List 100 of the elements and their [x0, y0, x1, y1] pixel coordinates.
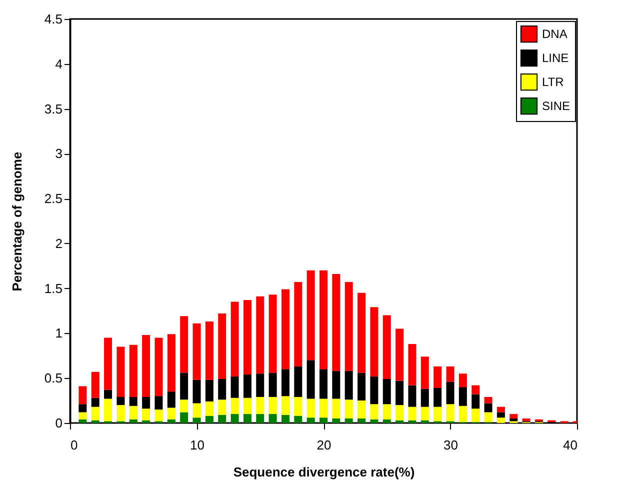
- bar: [320, 418, 328, 423]
- bar: [434, 366, 442, 388]
- bar: [510, 414, 518, 419]
- y-axis-title: Percentage of genome: [9, 152, 24, 292]
- y-tick-label: 1: [55, 326, 62, 341]
- bar: [180, 316, 188, 373]
- bar: [332, 398, 340, 419]
- bar: [243, 414, 252, 423]
- y-tick-label: 4.5: [44, 12, 62, 26]
- bar: [358, 372, 366, 401]
- bar: [484, 412, 492, 422]
- bar: [294, 366, 302, 397]
- bar: [370, 419, 378, 423]
- bar: [408, 385, 416, 407]
- bar: [420, 356, 429, 389]
- bar: [268, 396, 277, 414]
- bar: [434, 388, 442, 407]
- x-tick-label: 10: [190, 438, 204, 452]
- bar: [129, 406, 138, 420]
- y-tick-label: 4: [55, 56, 62, 72]
- bar: [358, 400, 366, 419]
- bar: [396, 420, 404, 423]
- bar: [332, 274, 340, 371]
- bar: [129, 419, 138, 423]
- bar: [78, 404, 87, 412]
- bar: [180, 400, 188, 412]
- bar: [332, 370, 340, 399]
- bar: [358, 418, 366, 423]
- bar: [281, 414, 290, 423]
- bar: [167, 419, 176, 423]
- bar: [484, 403, 492, 412]
- bar: [91, 406, 100, 420]
- bar: [192, 380, 201, 404]
- bar: [281, 289, 290, 370]
- x-axis-title: Sequence divergence rate(%): [233, 464, 415, 480]
- bar: [408, 344, 416, 386]
- x-tick-label: 40: [563, 438, 578, 452]
- bar: [91, 398, 100, 407]
- bar: [420, 406, 429, 420]
- bar: [243, 398, 252, 414]
- bar: [522, 418, 530, 422]
- bar: [370, 376, 378, 404]
- bar: [510, 418, 518, 422]
- bar: [294, 416, 302, 423]
- bar: [180, 372, 188, 400]
- legend-label: DNA: [542, 27, 568, 41]
- legend-label: LTR: [542, 75, 564, 89]
- bar: [446, 382, 454, 404]
- bar: [458, 374, 467, 388]
- bar: [192, 323, 201, 380]
- y-tick-label: 2.5: [44, 191, 62, 206]
- bar: [306, 418, 315, 423]
- bar: [218, 379, 226, 400]
- bar: [91, 420, 100, 423]
- bar: [230, 302, 239, 376]
- bar: [256, 296, 264, 374]
- bar: [142, 408, 150, 420]
- bar: [154, 396, 163, 410]
- bar: [306, 270, 315, 360]
- bar: [154, 338, 163, 396]
- bar: [205, 322, 214, 380]
- bar: [129, 344, 138, 397]
- bar: [142, 420, 150, 423]
- bar: [180, 412, 188, 423]
- bar: [320, 398, 328, 418]
- bar: [256, 374, 264, 397]
- bar: [344, 282, 353, 371]
- bar: [91, 372, 100, 398]
- bar: [243, 300, 252, 375]
- bar: [408, 406, 416, 420]
- bar: [408, 420, 416, 423]
- x-tick-label: 0: [70, 438, 78, 452]
- bar: [268, 414, 277, 423]
- bar: [370, 404, 378, 420]
- bar: [281, 396, 290, 415]
- bar: [446, 366, 454, 382]
- bar: [243, 374, 252, 398]
- bar: [142, 335, 150, 397]
- bar: [306, 360, 315, 399]
- bar: [458, 406, 467, 422]
- bar: [294, 396, 302, 416]
- bar: [218, 400, 226, 415]
- bar: [104, 390, 112, 399]
- bar: [142, 396, 150, 409]
- bar: [396, 405, 404, 420]
- bar: [116, 396, 125, 406]
- bar: [218, 313, 226, 380]
- bar: [320, 270, 328, 370]
- legend-label: LINE: [542, 51, 569, 65]
- bar: [458, 387, 467, 406]
- bar: [104, 398, 112, 422]
- bar: [230, 398, 239, 414]
- bar: [446, 404, 454, 422]
- bar: [256, 396, 264, 414]
- bar: [192, 403, 201, 418]
- y-tick-label: 3: [55, 146, 62, 162]
- bar: [484, 396, 492, 404]
- bar: [78, 412, 87, 420]
- bar: [382, 404, 391, 420]
- bar: [218, 414, 226, 423]
